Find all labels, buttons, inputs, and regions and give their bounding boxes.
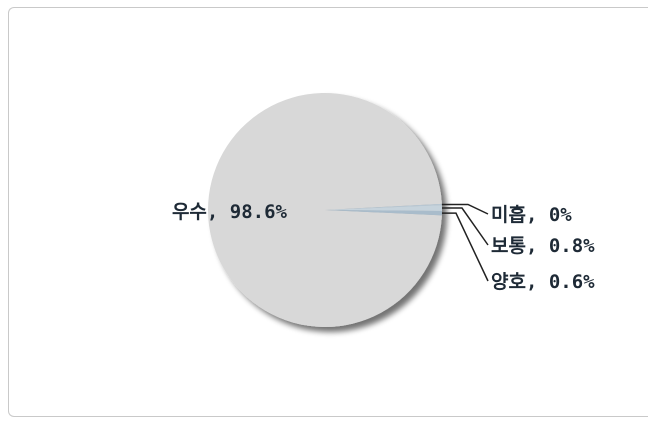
leader-line-보통 — [441, 207, 489, 246]
slice-label-우수: 우수, 98.6% — [172, 201, 288, 223]
leader-line-미흡 — [441, 203, 489, 215]
slice-label-미흡: 미흡, 0% — [491, 203, 572, 226]
slice-label-보통: 보통, 0.8% — [491, 235, 595, 257]
leader-line-양호 — [441, 212, 489, 282]
slice-label-양호: 양호, 0.6% — [491, 271, 595, 293]
pie-slice-양호 — [325, 210, 442, 216]
pie-slice-보통 — [325, 205, 442, 211]
pie-slice-우수 — [208, 93, 442, 328]
pie-slice-미흡 — [325, 203, 442, 210]
